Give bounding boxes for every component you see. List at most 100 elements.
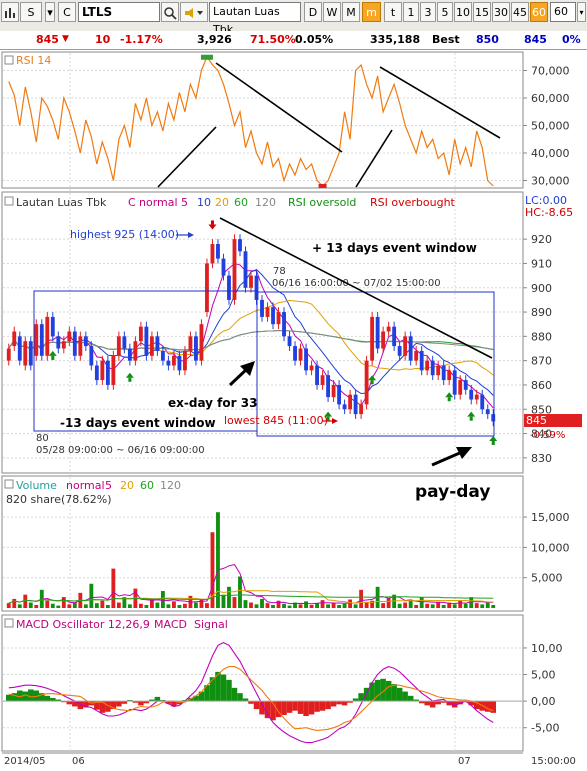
volume-bar (353, 604, 358, 608)
macd-osc-bar (22, 691, 29, 702)
oversold-arrow (324, 411, 333, 417)
chart-type-icon[interactable] (1, 2, 19, 22)
chart-svg[interactable]: 70,000 60,000 50,000 40,000 30,000 920 910 900 8… (0, 50, 587, 768)
chart-area: 70,000 60,000 50,000 40,000 30,000 920 910 900 8… (0, 50, 587, 768)
macd-osc-bar (132, 701, 139, 703)
interval-10[interactable]: 10 (454, 2, 472, 22)
macd-osc-bar (226, 679, 232, 702)
candle-body (265, 307, 270, 317)
macd-osc-bar (61, 701, 67, 703)
highest-arrow-head (188, 232, 194, 238)
period-minute[interactable]: m (362, 2, 381, 22)
macd-osc-bar (429, 701, 436, 708)
candle-body (485, 409, 490, 415)
oversold-arrow-stem (491, 440, 495, 445)
period-tick[interactable]: t (384, 2, 402, 22)
interval-input[interactable]: 60 (550, 2, 576, 22)
rsi-trend-down-2 (379, 66, 501, 139)
hc-label: HC:-8.65 (525, 206, 573, 219)
price-legend-ma20: 20 (215, 196, 229, 209)
period-m[interactable]: M (342, 2, 360, 22)
volume-bar (260, 598, 264, 608)
price-legend-name: Lautan Luas Tbk (16, 196, 107, 209)
volume-tick-label: 10,000 (531, 541, 570, 554)
candle-body (100, 360, 105, 381)
price-legend-ma60: 60 (234, 196, 248, 209)
interval-1[interactable]: 1 (403, 2, 419, 22)
volume-bar (491, 604, 496, 608)
volume-bar (144, 604, 149, 608)
macd-osc-bar (242, 698, 249, 702)
candle-body (375, 316, 380, 349)
volume-bar (386, 598, 391, 608)
volume-bar (397, 603, 402, 608)
macd-osc-bar (358, 693, 364, 702)
quote-bar: 845 ▼ 10 -1.17% 3,926 71.50% 0.05% 335,1… (0, 31, 587, 50)
volume-bar (474, 603, 479, 608)
last-price-badge (524, 414, 582, 427)
volume-bar (100, 600, 105, 608)
candle-body (83, 336, 88, 347)
volume-subtitle: 820 share(78.62%) (6, 493, 112, 506)
interval-5[interactable]: 5 (437, 2, 453, 22)
macd-layer (3, 641, 522, 744)
lc-label: LC:0.00 (525, 194, 567, 207)
volume-legend-ma20: 20 (120, 479, 134, 492)
candle-body (353, 394, 358, 415)
volume-bar (23, 594, 28, 608)
rsi-trend-up-2 (355, 129, 393, 188)
rsi-legend-label: RSI 14 (16, 54, 51, 67)
interval-15[interactable]: 15 (473, 2, 491, 22)
price-tick-label: 880 (531, 330, 552, 343)
candle-body (94, 365, 99, 381)
interval-30[interactable]: 30 (492, 2, 510, 22)
symbol-input[interactable]: LTLS (78, 2, 160, 22)
quote-best-label: Best (432, 33, 460, 46)
interval-60[interactable]: 60 (530, 2, 548, 22)
market-select[interactable]: S (20, 2, 42, 22)
candle-body (122, 336, 127, 349)
macd-legend-signal: Signal (194, 618, 228, 631)
volume-bar (216, 512, 220, 608)
macd-osc-bar (473, 701, 480, 710)
macd-osc-bar (259, 701, 265, 715)
candle-body (260, 299, 264, 317)
candle-body (282, 312, 286, 337)
volume-bar (166, 604, 171, 608)
market-dropdown-icon[interactable]: ▾ (45, 2, 55, 22)
volume-bar (430, 604, 435, 608)
period-d[interactable]: D (304, 2, 322, 22)
interval-3[interactable]: 3 (420, 2, 436, 22)
type-button[interactable]: C (58, 2, 76, 22)
volume-bar (441, 604, 446, 608)
x-label-may: 2014/05 (4, 756, 46, 767)
search-icon[interactable] (161, 2, 179, 22)
volume-bar (111, 568, 116, 608)
candle-body (469, 389, 474, 400)
volume-bar (315, 603, 319, 608)
price-tick-label: 900 (531, 282, 552, 295)
volume-bar (45, 600, 50, 608)
macd-osc-bar (369, 682, 375, 702)
volume-bar (298, 604, 303, 608)
volume-bar (12, 598, 17, 608)
candle-body (298, 348, 303, 361)
interval-45[interactable]: 45 (511, 2, 529, 22)
period-w[interactable]: W (323, 2, 341, 22)
sound-icon[interactable] (180, 2, 208, 22)
volume-legend-ma120: 120 (160, 479, 181, 492)
stock-name-field[interactable]: Lautan Luas Tbk (209, 2, 301, 36)
ex-day-label: ex-day for 33 (168, 396, 257, 410)
volume-bar (447, 602, 452, 608)
oversold-arrow-stem (51, 355, 55, 360)
volume-bar (452, 604, 457, 608)
lowest-arrow-head (332, 418, 338, 424)
box2-range: 06/16 16:00:00 ~ 07/02 15:00:00 (272, 278, 441, 289)
interval-dropdown-icon[interactable]: ▾ (577, 2, 586, 22)
price-trend-down (219, 217, 493, 359)
x-label-july: 07 (458, 756, 471, 767)
candle-body (227, 275, 231, 300)
candle-body (337, 384, 342, 405)
price-tick-label: 920 (531, 233, 552, 246)
macd-osc-bar (341, 701, 348, 706)
